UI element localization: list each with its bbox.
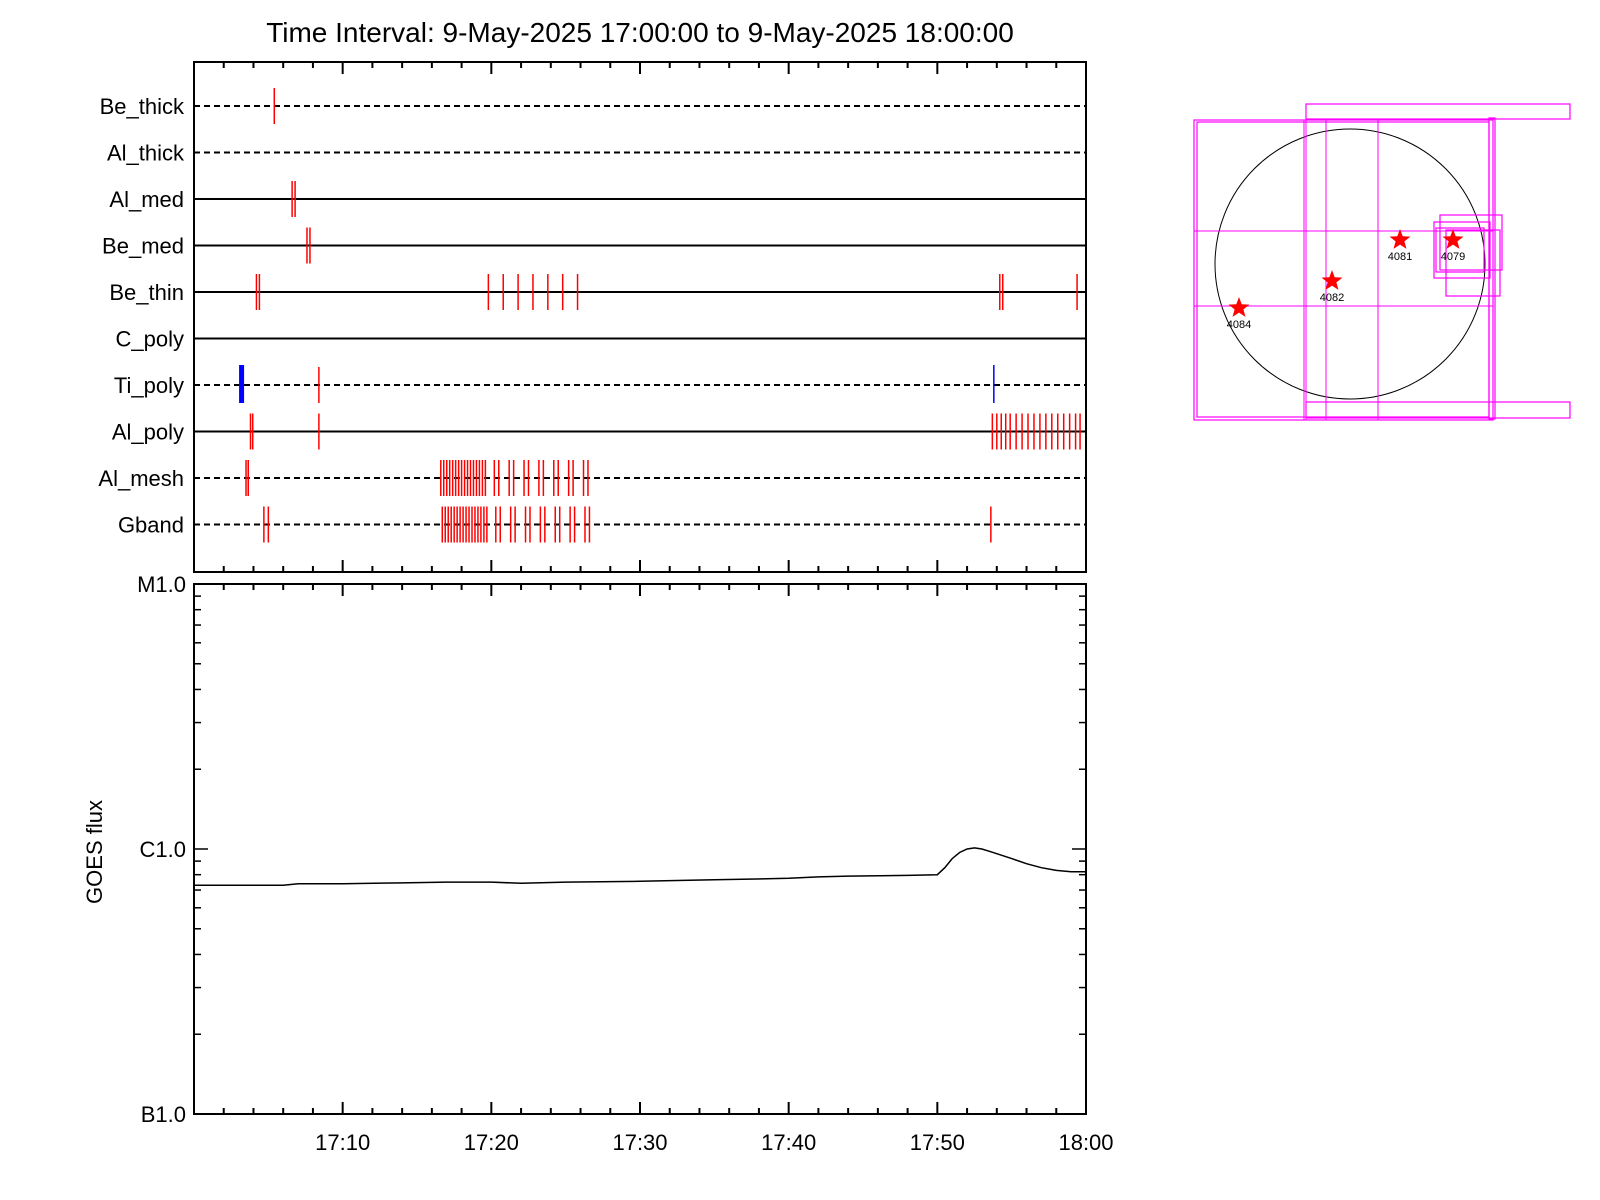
- y-tick-label: B1.0: [141, 1102, 186, 1127]
- region-label: 4079: [1441, 251, 1465, 263]
- region-label: 4081: [1388, 251, 1412, 263]
- row-label: Al_thick: [107, 141, 185, 166]
- row-label: Al_poly: [112, 420, 184, 445]
- x-tick-label: 17:50: [910, 1130, 965, 1155]
- fov-box: [1305, 401, 1571, 419]
- x-tick-label: 18:00: [1058, 1130, 1113, 1155]
- goes-flux-line: [194, 847, 1086, 886]
- region-label: 4084: [1227, 319, 1251, 331]
- goes-flux-panel: GOES flux 17:10 17:20 17:30 17:40 17:50 18:00…: [82, 572, 1114, 1155]
- goes-frame: [193, 583, 1087, 1115]
- region-star-icon: [1228, 297, 1250, 317]
- fov-box-small: [1433, 221, 1491, 279]
- x-tick-label: 17:30: [612, 1130, 667, 1155]
- fov-box-small: [1439, 214, 1503, 271]
- y-axis-label: GOES flux: [82, 800, 107, 904]
- row-label: Be_thick: [100, 94, 185, 119]
- chart-title: Time Interval: 9-May-2025 17:00:00 to 9-…: [266, 17, 1014, 48]
- sun-map-panel: 4084 4082 4081 4079: [1193, 103, 1571, 421]
- filter-timeline-panel: Be_thick Al_thick Al_med Be_med Be_thin C_pol…: [98, 61, 1087, 573]
- solar-disk: [1214, 128, 1486, 400]
- x-tick-label: 17:10: [315, 1130, 370, 1155]
- y-tick-label: M1.0: [137, 572, 186, 597]
- row-label: C_poly: [116, 327, 184, 352]
- x-tick-label: 17:20: [464, 1130, 519, 1155]
- fov-box: [1488, 117, 1496, 420]
- row-label: Al_med: [109, 187, 184, 212]
- row-label: Ti_poly: [114, 373, 184, 398]
- fov-box: [1305, 103, 1571, 120]
- region-star-icon: [1442, 229, 1464, 249]
- row-label: Gband: [118, 513, 184, 538]
- region-label: 4082: [1320, 292, 1344, 304]
- y-tick-label: C1.0: [140, 837, 186, 862]
- timeline-frame: [193, 61, 1087, 573]
- fov-box-small: [1445, 229, 1501, 297]
- fov-box-small: [1435, 227, 1485, 273]
- row-label: Be_thin: [109, 280, 184, 305]
- row-label: Be_med: [102, 234, 184, 259]
- region-star-icon: [1389, 229, 1411, 249]
- row-label: Al_mesh: [98, 466, 184, 491]
- region-star-icon: [1321, 270, 1343, 290]
- x-tick-label: 17:40: [761, 1130, 816, 1155]
